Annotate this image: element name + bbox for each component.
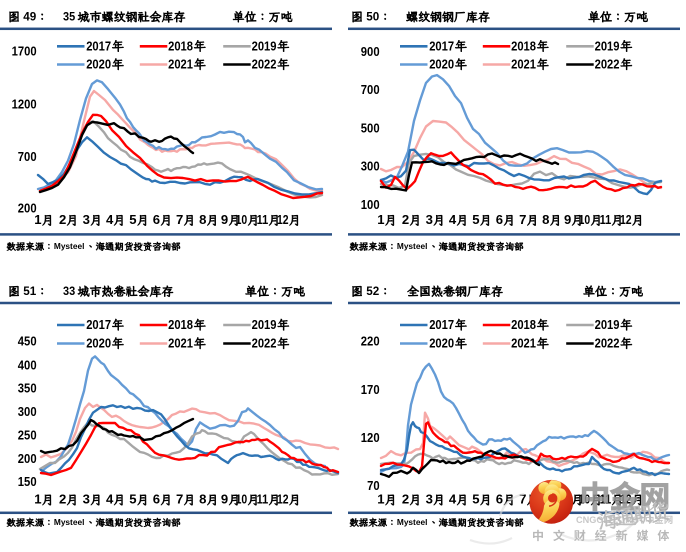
svg-text:11: 11 (600, 212, 612, 227)
svg-text:Mysteel: Mysteel (54, 242, 85, 251)
svg-text:2: 2 (59, 492, 66, 507)
svg-text:1: 1 (34, 492, 41, 507)
svg-text:12: 12 (277, 212, 289, 227)
svg-text:2021: 2021 (168, 57, 193, 72)
svg-text:9: 9 (221, 492, 228, 507)
svg-text:9: 9 (221, 212, 228, 227)
svg-text:350: 350 (18, 381, 37, 396)
svg-text:6: 6 (496, 492, 503, 507)
svg-text:4: 4 (106, 492, 114, 507)
svg-text:Mysteel: Mysteel (397, 242, 428, 251)
svg-text:1200: 1200 (12, 97, 37, 112)
svg-text:3: 3 (426, 492, 433, 507)
svg-text:220: 220 (361, 334, 380, 349)
svg-text:10: 10 (236, 212, 248, 227)
svg-text:8: 8 (199, 492, 206, 507)
svg-text:250: 250 (18, 428, 37, 443)
svg-text:33: 33 (63, 284, 75, 298)
svg-text:2018: 2018 (168, 38, 193, 53)
svg-text:2017: 2017 (86, 317, 111, 332)
svg-text:450: 450 (18, 334, 37, 349)
svg-text:35: 35 (63, 10, 75, 24)
svg-text:2021: 2021 (511, 57, 536, 72)
svg-text:300: 300 (18, 404, 37, 419)
svg-text:5: 5 (472, 212, 479, 227)
svg-text:2019: 2019 (252, 317, 277, 332)
svg-text:11: 11 (257, 492, 269, 507)
svg-text:3: 3 (426, 212, 433, 227)
svg-text:11: 11 (257, 212, 269, 227)
svg-text:1700: 1700 (12, 44, 37, 59)
svg-text:2017: 2017 (429, 38, 454, 53)
svg-text:10: 10 (579, 212, 591, 227)
svg-text:Mysteel: Mysteel (397, 518, 428, 527)
svg-text:2020: 2020 (429, 57, 454, 72)
svg-text:70: 70 (367, 478, 380, 493)
svg-text:Mysteel: Mysteel (54, 518, 85, 527)
svg-text:50: 50 (366, 10, 379, 24)
svg-text:2022: 2022 (595, 336, 620, 351)
svg-text:2019: 2019 (595, 38, 620, 53)
svg-text:2022: 2022 (252, 336, 277, 351)
svg-text:200: 200 (18, 201, 37, 216)
svg-text:1: 1 (377, 492, 384, 507)
svg-text:170: 170 (361, 382, 380, 397)
svg-text:8: 8 (199, 212, 206, 227)
svg-text:4: 4 (449, 492, 457, 507)
svg-text:5: 5 (472, 492, 479, 507)
svg-text:8: 8 (542, 212, 549, 227)
svg-text:2: 2 (402, 212, 409, 227)
svg-text:2022: 2022 (595, 57, 620, 72)
svg-text:2: 2 (402, 492, 409, 507)
svg-text:1: 1 (34, 212, 41, 227)
svg-text:7: 7 (519, 492, 526, 507)
svg-text:400: 400 (18, 357, 37, 372)
svg-text:2017: 2017 (86, 38, 111, 53)
svg-text:3: 3 (83, 492, 90, 507)
svg-text:10: 10 (236, 492, 248, 507)
svg-text:1: 1 (377, 212, 384, 227)
svg-text:6: 6 (153, 492, 160, 507)
svg-text:5: 5 (129, 492, 136, 507)
svg-text:2018: 2018 (511, 38, 536, 53)
svg-text:2020: 2020 (86, 336, 111, 351)
svg-text:2020: 2020 (429, 336, 454, 351)
svg-text:2022: 2022 (252, 57, 277, 72)
svg-text:120: 120 (361, 430, 380, 445)
svg-text:52: 52 (366, 284, 379, 298)
svg-text:150: 150 (18, 474, 37, 489)
svg-text:700: 700 (18, 149, 37, 164)
svg-text:300: 300 (361, 159, 380, 174)
svg-text:7: 7 (176, 212, 183, 227)
svg-text:2018: 2018 (168, 317, 193, 332)
svg-text:2021: 2021 (511, 336, 536, 351)
svg-text:49: 49 (23, 10, 36, 24)
svg-text:4: 4 (106, 212, 114, 227)
svg-text:7: 7 (519, 212, 526, 227)
svg-text:500: 500 (361, 120, 380, 135)
svg-text:2020: 2020 (86, 57, 111, 72)
svg-text:6: 6 (496, 212, 503, 227)
svg-text:12: 12 (620, 212, 632, 227)
svg-text:2019: 2019 (252, 38, 277, 53)
svg-text:2018: 2018 (511, 317, 536, 332)
svg-text:12: 12 (277, 492, 289, 507)
svg-text:9: 9 (564, 212, 571, 227)
svg-text:2021: 2021 (168, 336, 193, 351)
svg-text:2017: 2017 (429, 317, 454, 332)
svg-text:7: 7 (176, 492, 183, 507)
svg-text:3: 3 (83, 212, 90, 227)
svg-text:100: 100 (361, 197, 380, 212)
svg-text:51: 51 (23, 284, 36, 298)
svg-text:2019: 2019 (595, 317, 620, 332)
svg-text:200: 200 (18, 451, 37, 466)
svg-text:4: 4 (449, 212, 457, 227)
svg-text:900: 900 (361, 44, 380, 59)
svg-text:6: 6 (153, 212, 160, 227)
svg-text:2: 2 (59, 212, 66, 227)
svg-text:5: 5 (129, 212, 136, 227)
svg-text:700: 700 (361, 82, 380, 97)
